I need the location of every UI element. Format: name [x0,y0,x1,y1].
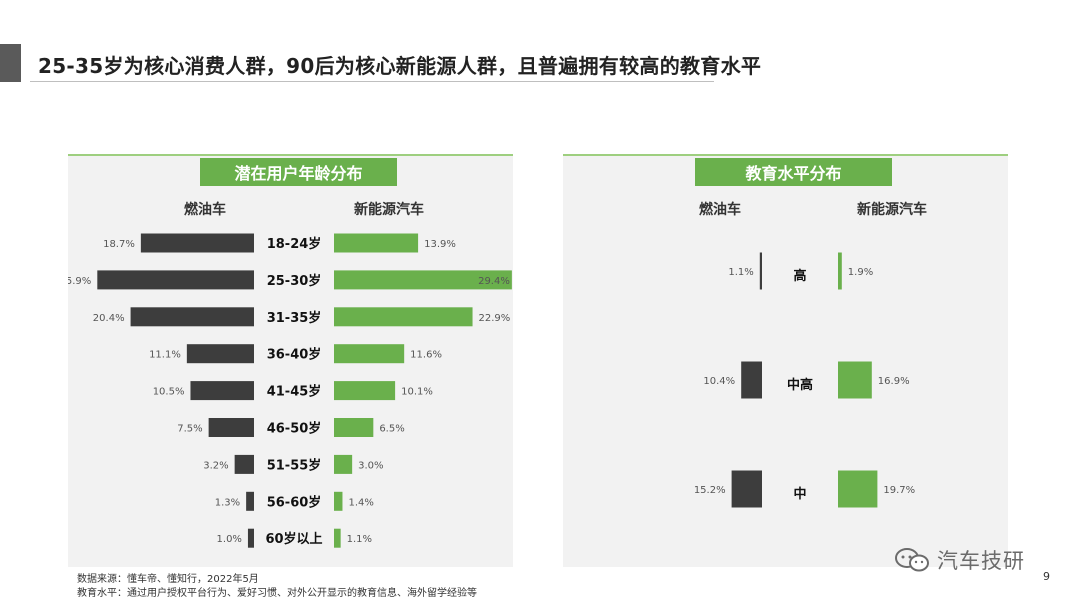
age-category-3: 36-40岁 [267,347,322,363]
edu-bar-ev-1 [838,361,872,399]
age-label-ev-4: 10.1% [401,387,433,398]
age-bar-fuel-6 [234,454,254,474]
edu-category-1: 中高 [787,377,813,393]
age-bar-fuel-4 [190,381,254,401]
age-bar-fuel-2 [130,307,254,327]
age-category-5: 46-50岁 [267,421,322,437]
source-footnote: 数据来源：懂车帝、懂知行，2022年5月 [77,574,259,585]
age-label-fuel-7: 1.3% [215,497,240,508]
age-bar-fuel-3 [186,344,254,364]
age-label-ev-6: 3.0% [358,460,383,471]
education-distribution-chart: 燃油车 新能源汽车 1.1% 1.9% 高 10.4% 16.9% 中高 15.2% 19.7% 中 [694,201,927,508]
age-bar-ev-8 [334,528,341,548]
watermark: 汽车技研 [893,545,1025,575]
age-label-fuel-3: 11.1% [149,350,181,361]
age-label-fuel-5: 7.5% [177,424,202,435]
age-label-fuel-0: 18.7% [103,239,135,250]
age-category-1: 25-30岁 [267,273,322,289]
age-bar-ev-2 [334,307,473,327]
age-label-ev-5: 6.5% [379,424,404,435]
age-bar-fuel-8 [247,528,254,548]
age-label-fuel-6: 3.2% [203,460,228,471]
age-label-ev-2: 22.9% [479,313,511,324]
age-bar-fuel-7 [246,491,254,511]
education-distribution-panel: 教育水平分布 燃油车 新能源汽车 1.1% 1.9% 高 10.4% 16.9% 中高 15.2… [563,154,1008,567]
edu-bar-fuel-1 [741,361,762,399]
edu-bar-fuel-0 [759,252,762,290]
age-bar-ev-4 [334,381,396,401]
edu-label-fuel-1: 10.4% [703,376,735,387]
age-distribution-chart: 燃油车 新能源汽车 18.7% 13.9% 18-24岁 25.9% 29.4% 25-30岁… [68,201,512,548]
age-label-ev-7: 1.4% [348,497,373,508]
age-category-0: 18-24岁 [267,236,322,252]
wechat-icon [893,547,931,573]
age-label-ev-8: 1.1% [347,534,372,545]
age-bar-fuel-1 [97,270,255,290]
edu-legend-fuel: 燃油车 [699,201,741,218]
edu-bar-ev-0 [838,252,842,290]
edu-label-ev-0: 1.9% [848,267,873,278]
education-footnote: 教育水平：通过用户授权平台行为、爱好习惯、对外公开显示的教育信息、海外留学经验等 [77,588,477,599]
age-label-fuel-4: 10.5% [153,387,185,398]
age-label-ev-0: 13.9% [424,239,456,250]
age-label-ev-1: 29.4% [478,276,510,287]
age-bar-ev-3 [334,344,405,364]
watermark-text: 汽车技研 [937,549,1025,573]
edu-legend-ev: 新能源汽车 [857,201,927,218]
age-bar-ev-6 [334,454,353,474]
edu-bar-ev-2 [838,470,878,508]
edu-category-2: 中 [793,486,806,502]
edu-bar-fuel-2 [731,470,762,508]
age-bar-ev-7 [334,491,343,511]
age-category-8: 60岁以上 [265,531,322,547]
age-bar-ev-0 [334,233,419,253]
age-legend-ev: 新能源汽车 [354,201,424,218]
edu-label-fuel-2: 15.2% [694,485,726,496]
age-category-7: 56-60岁 [267,494,322,510]
age-legend-fuel: 燃油车 [184,201,226,218]
page-number: 9 [1043,570,1050,583]
education-chart-title: 教育水平分布 [695,158,892,186]
age-bar-fuel-5 [208,418,254,437]
age-label-fuel-8: 1.0% [217,534,242,545]
age-label-fuel-1: 25.9% [68,276,91,287]
age-label-ev-3: 11.6% [410,350,442,361]
age-label-fuel-2: 20.4% [93,313,125,324]
age-bar-fuel-0 [140,233,254,253]
edu-label-ev-2: 19.7% [883,485,915,496]
age-distribution-panel: 潜在用户年龄分布 燃油车 新能源汽车 18.7% 13.9% 18-24岁 25.9% 29… [68,154,513,567]
edu-category-0: 高 [793,268,806,284]
edu-label-ev-1: 16.9% [878,376,910,387]
age-bar-ev-1 [334,270,512,290]
title-divider [30,81,714,82]
age-chart-title: 潜在用户年龄分布 [200,158,397,186]
edu-label-fuel-0: 1.1% [728,267,753,278]
title-accent-block [0,44,21,82]
age-bar-ev-5 [334,418,374,437]
age-category-2: 31-35岁 [267,310,322,326]
slide-title: 25-35岁为核心消费人群，90后为核心新能源人群，且普遍拥有较高的教育水平 [38,54,762,78]
age-category-6: 51-55岁 [267,457,322,473]
age-category-4: 41-45岁 [267,384,322,400]
